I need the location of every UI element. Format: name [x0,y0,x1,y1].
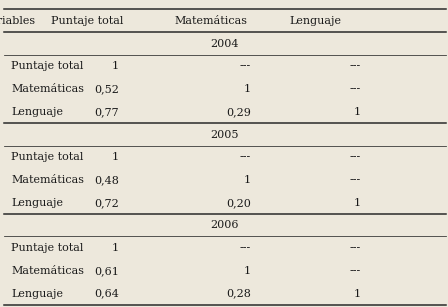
Text: ---: --- [349,266,361,276]
Text: Matemáticas: Matemáticas [11,266,84,276]
Text: 1: 1 [112,61,119,72]
Text: ---: --- [349,152,361,162]
Text: 1: 1 [244,175,251,185]
Text: 1: 1 [112,152,119,162]
Text: ---: --- [240,152,251,162]
Text: 1: 1 [244,266,251,276]
Text: ---: --- [240,243,251,253]
Text: ---: --- [349,84,361,94]
Text: 0,52: 0,52 [94,84,119,94]
Text: Puntaje total: Puntaje total [11,61,84,72]
Text: Lenguaje: Lenguaje [290,16,342,26]
Text: ---: --- [240,61,251,72]
Text: 0,28: 0,28 [226,289,251,299]
Text: Lenguaje: Lenguaje [11,107,63,117]
Text: 1: 1 [353,107,361,117]
Text: 1: 1 [353,198,361,208]
Text: Lenguaje: Lenguaje [11,198,63,208]
Text: 0,20: 0,20 [226,198,251,208]
Text: 0,72: 0,72 [94,198,119,208]
Text: 0,61: 0,61 [94,266,119,276]
Text: 0,29: 0,29 [226,107,251,117]
Text: ---: --- [349,175,361,185]
Text: 1: 1 [112,243,119,253]
Text: Matemáticas: Matemáticas [11,84,84,94]
Text: 0,77: 0,77 [94,107,119,117]
Text: 0,64: 0,64 [94,289,119,299]
Text: Variables: Variables [0,16,35,26]
Text: 2006: 2006 [210,220,238,231]
Text: Matemáticas: Matemáticas [174,16,247,26]
Text: Lenguaje: Lenguaje [11,289,63,299]
Text: ---: --- [349,61,361,72]
Text: 2005: 2005 [210,130,238,140]
Text: Puntaje total: Puntaje total [11,243,84,253]
Text: Puntaje total: Puntaje total [11,152,84,162]
Text: 1: 1 [353,289,361,299]
Text: ---: --- [349,243,361,253]
Text: 0,48: 0,48 [94,175,119,185]
Text: 1: 1 [244,84,251,94]
Text: Matemáticas: Matemáticas [11,175,84,185]
Text: 2004: 2004 [210,39,238,49]
Text: Puntaje total: Puntaje total [51,16,124,26]
